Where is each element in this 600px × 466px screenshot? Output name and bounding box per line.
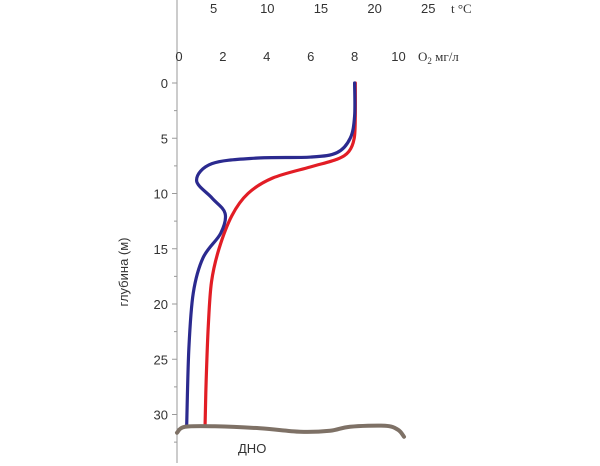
oxygen-unit-sub: 2	[427, 56, 432, 66]
oxygen-tick-label: 4	[263, 49, 270, 64]
temperature-axis-unit-label: t °C	[451, 1, 472, 16]
y-tick-label: 0	[161, 76, 168, 91]
oxygen-tick-label: 0	[175, 49, 182, 64]
y-tick-label: 15	[154, 242, 168, 257]
ticks: 0 5 10 15 20 25 30 5 10 15 20 25 0 2 4 6 8 10	[154, 1, 435, 443]
oxygen-tick-label: 8	[351, 49, 358, 64]
oxygen-unit-rest: мг/л	[432, 49, 459, 64]
temperature-tick-label: 5	[210, 1, 217, 16]
temperature-curve	[203, 81, 357, 428]
y-tick-label: 5	[161, 131, 168, 146]
y-axis-label: глубина (м)	[116, 237, 131, 306]
curves	[175, 81, 406, 439]
y-tick-label: 25	[154, 352, 168, 367]
y-tick-label: 30	[154, 408, 168, 423]
oxygen-curve	[185, 81, 357, 428]
temperature-tick-label: 10	[260, 1, 274, 16]
labels: глубина (м) t °C O2 мг/л ДНО	[116, 1, 472, 456]
temperature-tick-label: 20	[367, 1, 381, 16]
bottom-line	[175, 423, 406, 439]
y-tick-label: 10	[154, 187, 168, 202]
temperature-tick-label: 25	[421, 1, 435, 16]
oxygen-tick-label: 6	[307, 49, 314, 64]
oxygen-unit-main: O	[418, 49, 427, 64]
bottom-label: ДНО	[238, 441, 266, 456]
oxygen-axis-unit-label: O2 мг/л	[418, 49, 459, 66]
temperature-tick-label: 15	[314, 1, 328, 16]
oxygen-tick-label: 10	[391, 49, 405, 64]
y-tick-label: 20	[154, 297, 168, 312]
oxygen-tick-label: 2	[219, 49, 226, 64]
